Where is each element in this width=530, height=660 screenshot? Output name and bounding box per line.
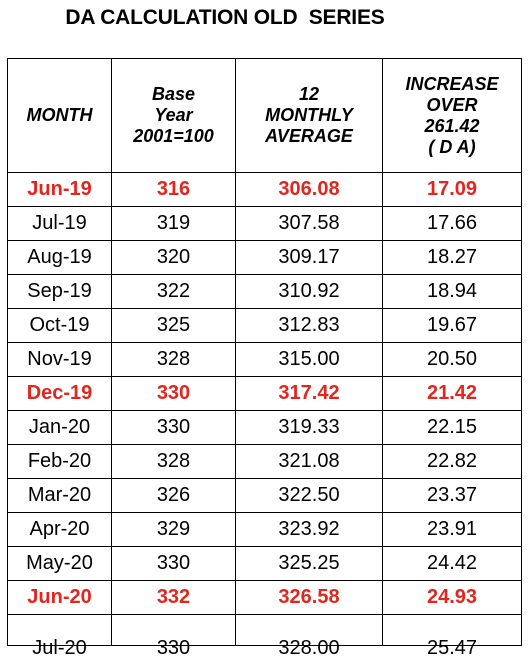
base-cell: 330 <box>111 614 236 659</box>
table-row: Jun-19 316 306.08 17.09 <box>7 172 522 207</box>
increase-cell: 23.37 <box>382 478 522 513</box>
table-row: Apr-20 329 323.92 23.91 <box>7 512 522 547</box>
table-row: Jul-19 319 307.58 17.66 <box>7 206 522 241</box>
document-title: DA CALCULATION OLD SERIES <box>65 6 385 29</box>
header-inc-line-3: 261.42 <box>424 115 480 136</box>
average-cell: 307.58 <box>235 206 383 241</box>
base-cell: 329 <box>111 512 236 547</box>
base-cell: 316 <box>111 172 236 207</box>
header-base-line-2: Year <box>154 105 193 125</box>
table-row: Jan-20 330 319.33 22.15 <box>7 410 522 445</box>
base-cell: 330 <box>111 376 236 411</box>
base-cell: 326 <box>111 478 236 513</box>
average-cell: 322.50 <box>235 478 383 513</box>
header-base-line-3: 2001=100 <box>133 126 214 146</box>
average-cell: 315.00 <box>235 342 383 377</box>
increase-cell: 24.42 <box>382 546 522 581</box>
table-row: Oct-19 325 312.83 19.67 <box>7 308 522 343</box>
increase-cell: 22.82 <box>382 444 522 479</box>
month-cell: Aug-19 <box>7 240 112 275</box>
increase-cell: 20.50 <box>382 342 522 377</box>
base-text: 330 <box>156 637 191 659</box>
increase-cell: 17.09 <box>382 172 522 207</box>
month-text: Jul-20 <box>32 637 87 659</box>
increase-cell: 17.66 <box>382 206 522 241</box>
header-inc-line-1: INCREASE <box>405 73 499 94</box>
increase-cell: 23.91 <box>382 512 522 547</box>
base-cell: 328 <box>111 342 236 377</box>
table-row: Mar-20 326 322.50 23.37 <box>7 478 522 513</box>
month-cell: Oct-19 <box>7 308 112 343</box>
average-cell: 325.25 <box>235 546 383 581</box>
base-cell: 330 <box>111 546 236 581</box>
header-base-year: Base Year 2001=100 <box>111 58 236 173</box>
average-cell: 317.42 <box>235 376 383 411</box>
base-cell: 320 <box>111 240 236 275</box>
increase-cell: 18.27 <box>382 240 522 275</box>
month-cell: Jun-20 <box>7 580 112 615</box>
average-cell: 306.08 <box>235 172 383 207</box>
increase-cell: 19.67 <box>382 308 522 343</box>
average-cell: 323.92 <box>235 512 383 547</box>
month-cell: Jul-20 <box>7 614 112 659</box>
base-cell: 332 <box>111 580 236 615</box>
average-cell: 312.83 <box>235 308 383 343</box>
header-base-line-1: Base <box>151 84 196 104</box>
month-cell: Mar-20 <box>7 478 112 513</box>
average-cell: 319.33 <box>235 410 383 445</box>
increase-cell: 25.47 <box>382 614 522 659</box>
increase-cell: 21.42 <box>382 376 522 411</box>
average-cell: 326.58 <box>235 580 383 615</box>
increase-cell: 24.93 <box>382 580 522 615</box>
average-cell: 328.00 <box>235 614 383 659</box>
header-avg-line-3: AVERAGE <box>265 126 353 146</box>
header-avg-line-2: MONTHLY <box>265 105 353 125</box>
month-cell: Nov-19 <box>7 342 112 377</box>
table-row: May-20 330 325.25 24.42 <box>7 546 522 581</box>
average-cell: 321.08 <box>235 444 383 479</box>
base-cell: 319 <box>111 206 236 241</box>
month-cell: Jan-20 <box>7 410 112 445</box>
table-row: Jun-20 332 326.58 24.93 <box>7 580 522 615</box>
header-inc-line-2: OVER <box>426 94 478 115</box>
month-cell: May-20 <box>7 546 112 581</box>
base-cell: 328 <box>111 444 236 479</box>
base-cell: 330 <box>111 410 236 445</box>
month-cell: Dec-19 <box>7 376 112 411</box>
table-row: Nov-19 328 315.00 20.50 <box>7 342 522 377</box>
header-increase: INCREASE OVER 261.42 ( D A) <box>382 58 522 173</box>
table-row: Feb-20 328 321.08 22.82 <box>7 444 522 479</box>
increase-text: 25.47 <box>426 637 478 659</box>
da-calculation-table: MONTH Base Year 2001=100 12 MONTHLY AVER… <box>7 58 522 659</box>
header-monthly-average: 12 MONTHLY AVERAGE <box>235 58 383 173</box>
table-row: Aug-19 320 309.17 18.27 <box>7 240 522 275</box>
increase-cell: 18.94 <box>382 274 522 309</box>
average-cell: 310.92 <box>235 274 383 309</box>
table-row: Jul-20 330 328.00 25.47 <box>7 614 522 659</box>
header-row: MONTH Base Year 2001=100 12 MONTHLY AVER… <box>7 58 522 173</box>
header-month: MONTH <box>7 58 112 173</box>
table-row: Sep-19 322 310.92 18.94 <box>7 274 522 309</box>
header-avg-line-1: 12 <box>298 84 320 104</box>
average-text: 328.00 <box>278 637 340 659</box>
month-cell: Feb-20 <box>7 444 112 479</box>
table-row: Dec-19 330 317.42 21.42 <box>7 376 522 411</box>
base-cell: 322 <box>111 274 236 309</box>
base-cell: 325 <box>111 308 236 343</box>
month-cell: Sep-19 <box>7 274 112 309</box>
header-inc-line-4: ( D A) <box>428 136 476 157</box>
header-month-label: MONTH <box>26 105 93 125</box>
month-cell: Apr-20 <box>7 512 112 547</box>
average-cell: 309.17 <box>235 240 383 275</box>
increase-cell: 22.15 <box>382 410 522 445</box>
month-cell: Jun-19 <box>7 172 112 207</box>
month-cell: Jul-19 <box>7 206 112 241</box>
